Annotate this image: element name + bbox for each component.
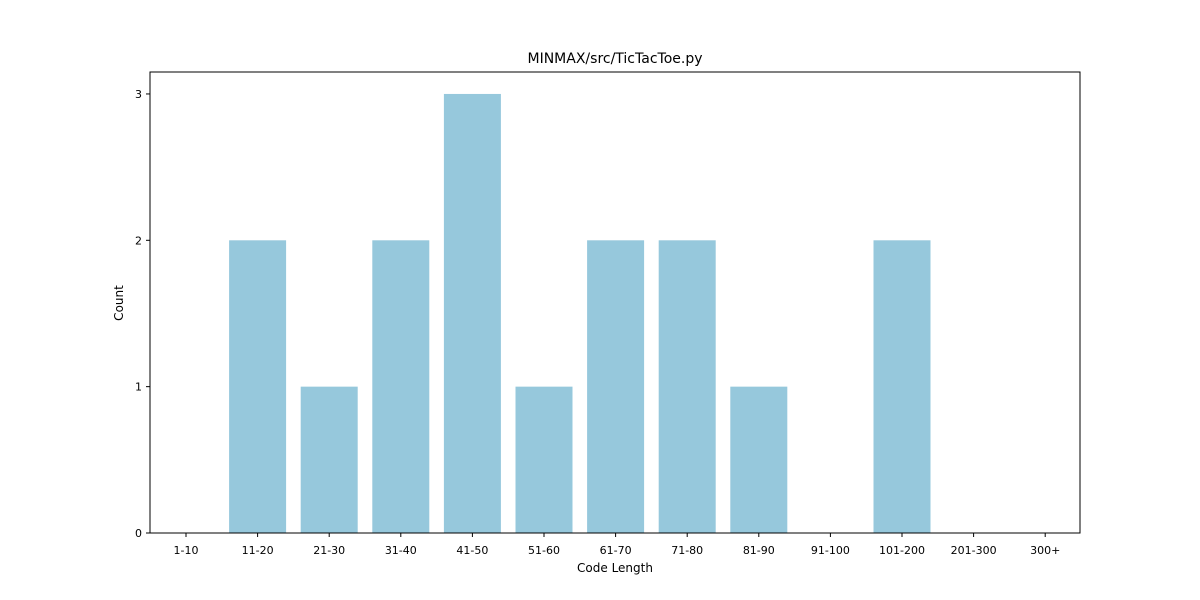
bars-group bbox=[229, 93, 931, 534]
x-tick-label: 1-10 bbox=[174, 544, 199, 557]
x-tick-label: 300+ bbox=[1030, 544, 1060, 557]
bar-101-200 bbox=[873, 240, 931, 534]
x-tick-label: 101-200 bbox=[879, 544, 925, 557]
x-tick-label: 71-80 bbox=[671, 544, 703, 557]
x-tick-label: 31-40 bbox=[385, 544, 417, 557]
bar-31-40 bbox=[372, 240, 430, 534]
bar-11-20 bbox=[229, 240, 287, 534]
bar-71-80 bbox=[658, 240, 716, 534]
bar-41-50 bbox=[443, 93, 501, 533]
bar-21-30 bbox=[300, 386, 358, 533]
x-axis-label: Code Length bbox=[577, 561, 653, 575]
y-tick-label: 3 bbox=[135, 88, 142, 101]
x-tick-label: 41-50 bbox=[456, 544, 488, 557]
x-tick-label: 11-20 bbox=[242, 544, 274, 557]
bar-51-60 bbox=[515, 386, 573, 533]
y-tick-label: 1 bbox=[135, 381, 142, 394]
y-axis-label: Count bbox=[112, 285, 126, 321]
x-tick-label: 21-30 bbox=[313, 544, 345, 557]
x-tick-label: 81-90 bbox=[743, 544, 775, 557]
chart-title: MINMAX/src/TicTacToe.py bbox=[528, 51, 703, 67]
bar-61-70 bbox=[587, 240, 645, 534]
x-tick-label: 61-70 bbox=[600, 544, 632, 557]
bar-81-90 bbox=[730, 386, 788, 533]
x-tick-label: 91-100 bbox=[811, 544, 850, 557]
x-axis-ticks: 1-10 11-20 21-30 31-40 41-50 51-60 61-70 71-80 8… bbox=[174, 533, 1060, 557]
x-tick-label: 201-300 bbox=[951, 544, 997, 557]
y-axis-ticks: 0 1 2 3 bbox=[135, 88, 150, 540]
x-tick-label: 51-60 bbox=[528, 544, 560, 557]
plot-frame bbox=[149, 71, 1081, 534]
y-tick-label: 0 bbox=[135, 527, 142, 540]
y-tick-label: 2 bbox=[135, 234, 142, 247]
